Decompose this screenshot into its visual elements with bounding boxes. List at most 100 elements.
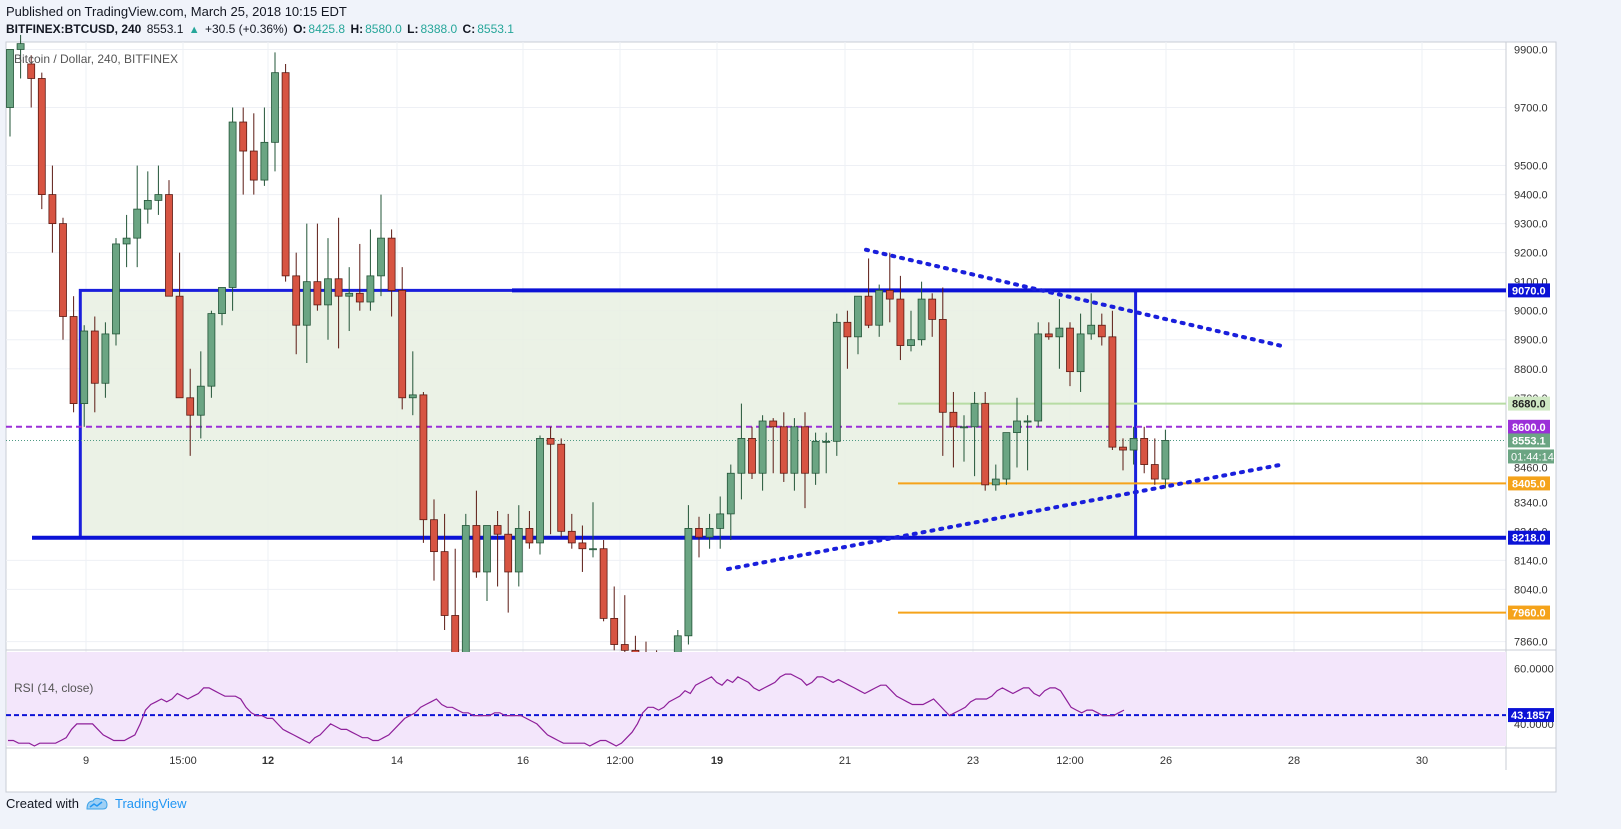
candle-body [398, 289, 407, 399]
candle-body [864, 295, 873, 326]
candle-body [822, 440, 831, 443]
candle-body [1066, 327, 1074, 373]
candle-body [440, 551, 449, 616]
candle-body [567, 530, 576, 544]
time-tick-label: 30 [1416, 755, 1428, 767]
candle-body [430, 519, 438, 553]
candle-body [1076, 333, 1085, 373]
rsi-tick-label: 60.0000 [1514, 664, 1554, 676]
candle-body [133, 208, 142, 239]
candle-body [1150, 464, 1159, 480]
price-tick-label: 9900.0 [1514, 44, 1548, 56]
candle-body [1129, 438, 1138, 451]
candle-body [769, 420, 778, 428]
candle-body [737, 438, 746, 474]
candle-body [557, 443, 566, 532]
high-label: H: [350, 22, 364, 36]
candle-body [249, 150, 258, 181]
candle-body [801, 426, 809, 474]
trendlines[interactable] [726, 247, 1284, 572]
candle-body [122, 237, 131, 245]
time-tick-label: 26 [1160, 755, 1172, 767]
time-tick-label: 9 [83, 755, 89, 767]
candle-body [196, 385, 205, 416]
price-tick-label: 9400.0 [1514, 190, 1548, 202]
price-tick-label: 8900.0 [1514, 335, 1548, 347]
price-tick-label: 8340.0 [1514, 497, 1548, 509]
time-tick-label: 12:00 [1056, 755, 1084, 767]
candle-body [271, 72, 279, 143]
candle-body [875, 289, 884, 326]
candle-body [1140, 438, 1149, 465]
candle-body [991, 478, 1000, 486]
candle-body [536, 438, 544, 544]
symbol-label[interactable]: BITFINEX:BTCUSD, 240 [6, 22, 142, 36]
candle-body [907, 339, 915, 346]
candle-body [37, 78, 46, 195]
candle-body [69, 316, 78, 404]
candle-body [610, 617, 619, 645]
candle-body [239, 121, 248, 152]
candle-body [408, 394, 417, 399]
candle-body [1119, 446, 1127, 451]
horizontal-levels[interactable] [6, 288, 1506, 614]
time-tick-label: 15:00 [169, 755, 197, 767]
candle-body [387, 237, 396, 291]
price-tag-label: 8600.0 [1512, 422, 1546, 434]
candle-body [620, 644, 629, 651]
price-tag-label: 9070.0 [1512, 285, 1546, 297]
candle-body [218, 287, 226, 315]
range-box [78, 288, 1138, 540]
time-tick-label: 28 [1288, 755, 1300, 767]
tradingview-brand-link[interactable]: TradingView [114, 796, 187, 811]
candle-body [175, 295, 184, 399]
drawings[interactable] [78, 288, 1621, 540]
rsi-title: RSI (14, close) [14, 681, 93, 695]
candle-body [1161, 440, 1170, 480]
price-tag-label: 8218.0 [1512, 533, 1546, 545]
candle-body [1034, 333, 1043, 422]
candle-body [1097, 324, 1106, 338]
price-tag-label: 7960.0 [1512, 608, 1546, 620]
low-value: 8388.0 [420, 22, 458, 36]
candle-body [578, 542, 587, 550]
time-tick-label: 19 [711, 755, 723, 767]
candle-body [896, 298, 905, 346]
candle-body [228, 121, 237, 288]
candle-body [483, 525, 491, 573]
price-tag-bg [1508, 605, 1550, 620]
candle-body [854, 295, 862, 338]
candle-body [1055, 327, 1064, 338]
price-change: +30.5 (+0.36%) [204, 22, 288, 36]
candle-body [112, 243, 120, 335]
candle-body [917, 298, 926, 341]
candle-body [59, 223, 67, 317]
open-label: O: [293, 22, 307, 36]
rsi-pane [6, 652, 1506, 747]
price-tag-bg [1508, 419, 1550, 434]
close-label: C: [462, 22, 476, 36]
candle-body [461, 525, 470, 660]
last-price: 8553.1 [146, 22, 184, 36]
candle-body [546, 438, 555, 445]
candle-body [1108, 336, 1117, 448]
candle-body [885, 289, 894, 300]
countdown-bg [1508, 449, 1554, 464]
candle-body [48, 194, 57, 225]
price-tag-bg [1508, 530, 1550, 545]
countdown-label: 01:44:14 [1511, 451, 1554, 463]
candle-body [281, 72, 290, 277]
candle-body [748, 438, 756, 474]
price-tick-label: 8140.0 [1514, 555, 1548, 567]
candle-body [377, 237, 385, 277]
footer: Created with TradingView [6, 796, 187, 811]
chart-header: Published on TradingView.com, March 25, … [0, 0, 1621, 40]
candle-body [589, 548, 597, 551]
price-tag-bg [1508, 396, 1550, 411]
candle-body [790, 426, 799, 474]
price-tick-label: 9000.0 [1514, 306, 1548, 318]
price-tag-bg [1508, 476, 1550, 491]
time-axis[interactable]: 9 15:00 12 14 16 12:00 19 21 23 12:00 26 28 30 [83, 755, 1428, 767]
